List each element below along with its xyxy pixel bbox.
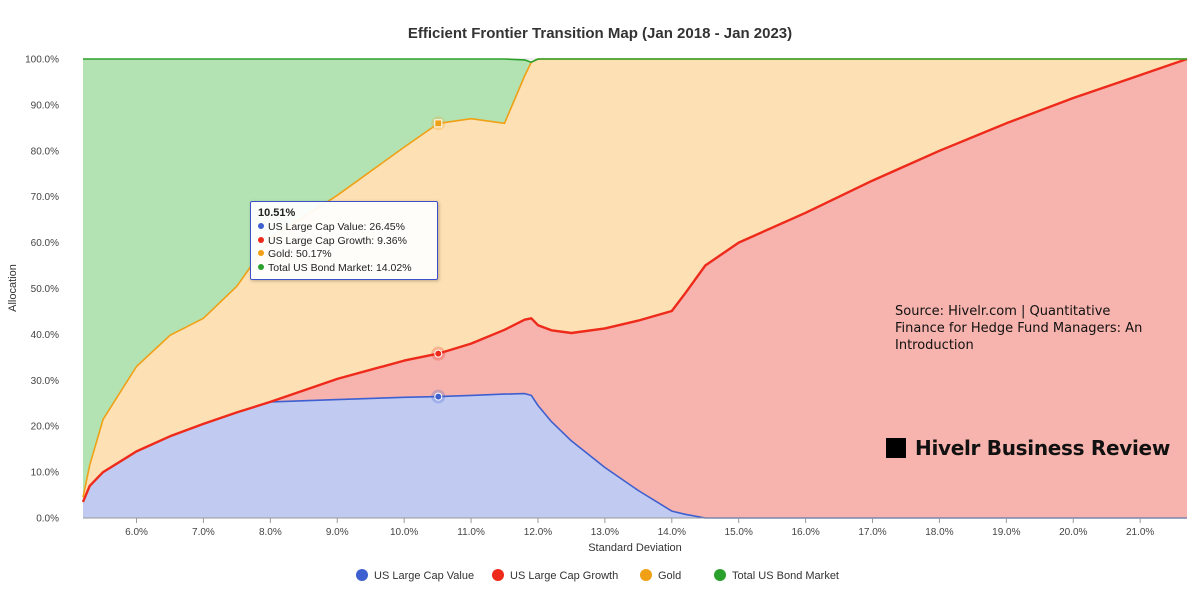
x-tick-label: 16.0%	[791, 527, 819, 538]
legend-label: Total US Bond Market	[732, 570, 839, 582]
hover-marker	[434, 392, 443, 401]
x-tick-label: 17.0%	[858, 527, 886, 538]
tooltip-row-text: Total US Bond Market: 14.02%	[268, 261, 412, 274]
tooltip-row-text: Gold: 50.17%	[268, 248, 332, 260]
y-tick-label: 0.0%	[36, 514, 59, 525]
tooltip-row-text: US Large Cap Growth: 9.36%	[268, 234, 407, 247]
x-tick-label: 11.0%	[457, 527, 485, 538]
hover-marker	[434, 119, 443, 128]
legend-label: US Large Cap Growth	[510, 570, 618, 582]
legend-marker-icon	[492, 569, 504, 581]
chart-title: Efficient Frontier Transition Map (Jan 2…	[408, 25, 792, 42]
x-axis-title: Standard Deviation	[588, 542, 682, 554]
brand-name: Hivelr Business Review	[915, 436, 1170, 460]
source-note: Source: Hivelr.com | Quantitative Financ…	[895, 304, 1143, 353]
tooltip-row-growth: US Large Cap Growth: 9.36%	[258, 235, 430, 249]
y-tick-label: 50.0%	[31, 284, 59, 295]
x-tick-label: 13.0%	[591, 527, 619, 538]
legend-marker-icon	[356, 569, 368, 581]
x-tick-label: 18.0%	[925, 527, 953, 538]
x-tick-label: 6.0%	[125, 527, 148, 538]
tooltip-row-text: US Large Cap Value: 26.45%	[268, 221, 405, 233]
area-us-large-cap-value	[83, 393, 1187, 518]
line-us-large-cap-growth	[81, 57, 1188, 503]
series-dot-icon	[258, 263, 264, 270]
x-tick-label: 21.0%	[1126, 527, 1154, 538]
tooltip-row-gold: Gold: 50.17%	[258, 248, 430, 262]
hover-markers	[431, 116, 446, 404]
brand-logo: Hivelr Business Review	[886, 436, 1170, 460]
x-axis-ticks: 6.0% 7.0% 8.0% 9.0% 10.0% 11.0% 12.0% 13.0% 14.0…	[125, 518, 1154, 538]
x-tick-label: 10.0%	[390, 527, 418, 538]
x-tick-label: 19.0%	[992, 527, 1020, 538]
y-tick-label: 10.0%	[31, 468, 59, 479]
tooltip-row-bond: Total US Bond Market: 14.02%	[258, 262, 430, 276]
series-dot-icon	[258, 236, 264, 243]
tooltip-row-value: US Large Cap Value: 26.45%	[258, 221, 430, 235]
x-tick-label: 8.0%	[259, 527, 282, 538]
y-tick-label: 60.0%	[31, 238, 59, 249]
x-tick-label: 7.0%	[192, 527, 215, 538]
tooltip-header: 10.51%	[258, 207, 296, 219]
y-tick-label: 90.0%	[31, 100, 59, 111]
legend: US Large Cap Value US Large Cap Growth Gol…	[356, 569, 839, 582]
legend-label: Gold	[658, 570, 681, 582]
series-dot-icon	[258, 223, 264, 229]
y-tick-label: 20.0%	[31, 422, 59, 433]
x-tick-label: 15.0%	[725, 527, 753, 538]
hover-marker	[434, 349, 443, 358]
brand-square-icon	[886, 438, 906, 458]
legend-marker-icon	[714, 569, 726, 581]
x-tick-label: 20.0%	[1059, 527, 1087, 538]
x-tick-label: 12.0%	[524, 527, 552, 538]
area-fills	[83, 59, 1187, 518]
y-tick-label: 70.0%	[31, 192, 59, 203]
hover-tooltip: 10.51% US Large Cap Value: 26.45% US Lar…	[250, 201, 438, 280]
line-total-us-bond-market	[83, 58, 1187, 63]
legend-marker-icon	[640, 569, 652, 581]
y-tick-label: 80.0%	[31, 146, 59, 157]
y-tick-label: 30.0%	[31, 376, 59, 387]
x-tick-label: 14.0%	[658, 527, 686, 538]
y-tick-label: 40.0%	[31, 330, 59, 341]
y-tick-label: 100.0%	[25, 55, 59, 66]
y-axis-title: Allocation	[7, 264, 19, 312]
x-tick-label: 9.0%	[326, 527, 349, 538]
legend-label: US Large Cap Value	[374, 570, 474, 582]
y-axis-ticks: 0.0% 10.0% 20.0% 30.0% 40.0% 50.0% 60.0% 70.0% 8…	[25, 55, 59, 525]
series-dot-icon	[258, 250, 264, 256]
